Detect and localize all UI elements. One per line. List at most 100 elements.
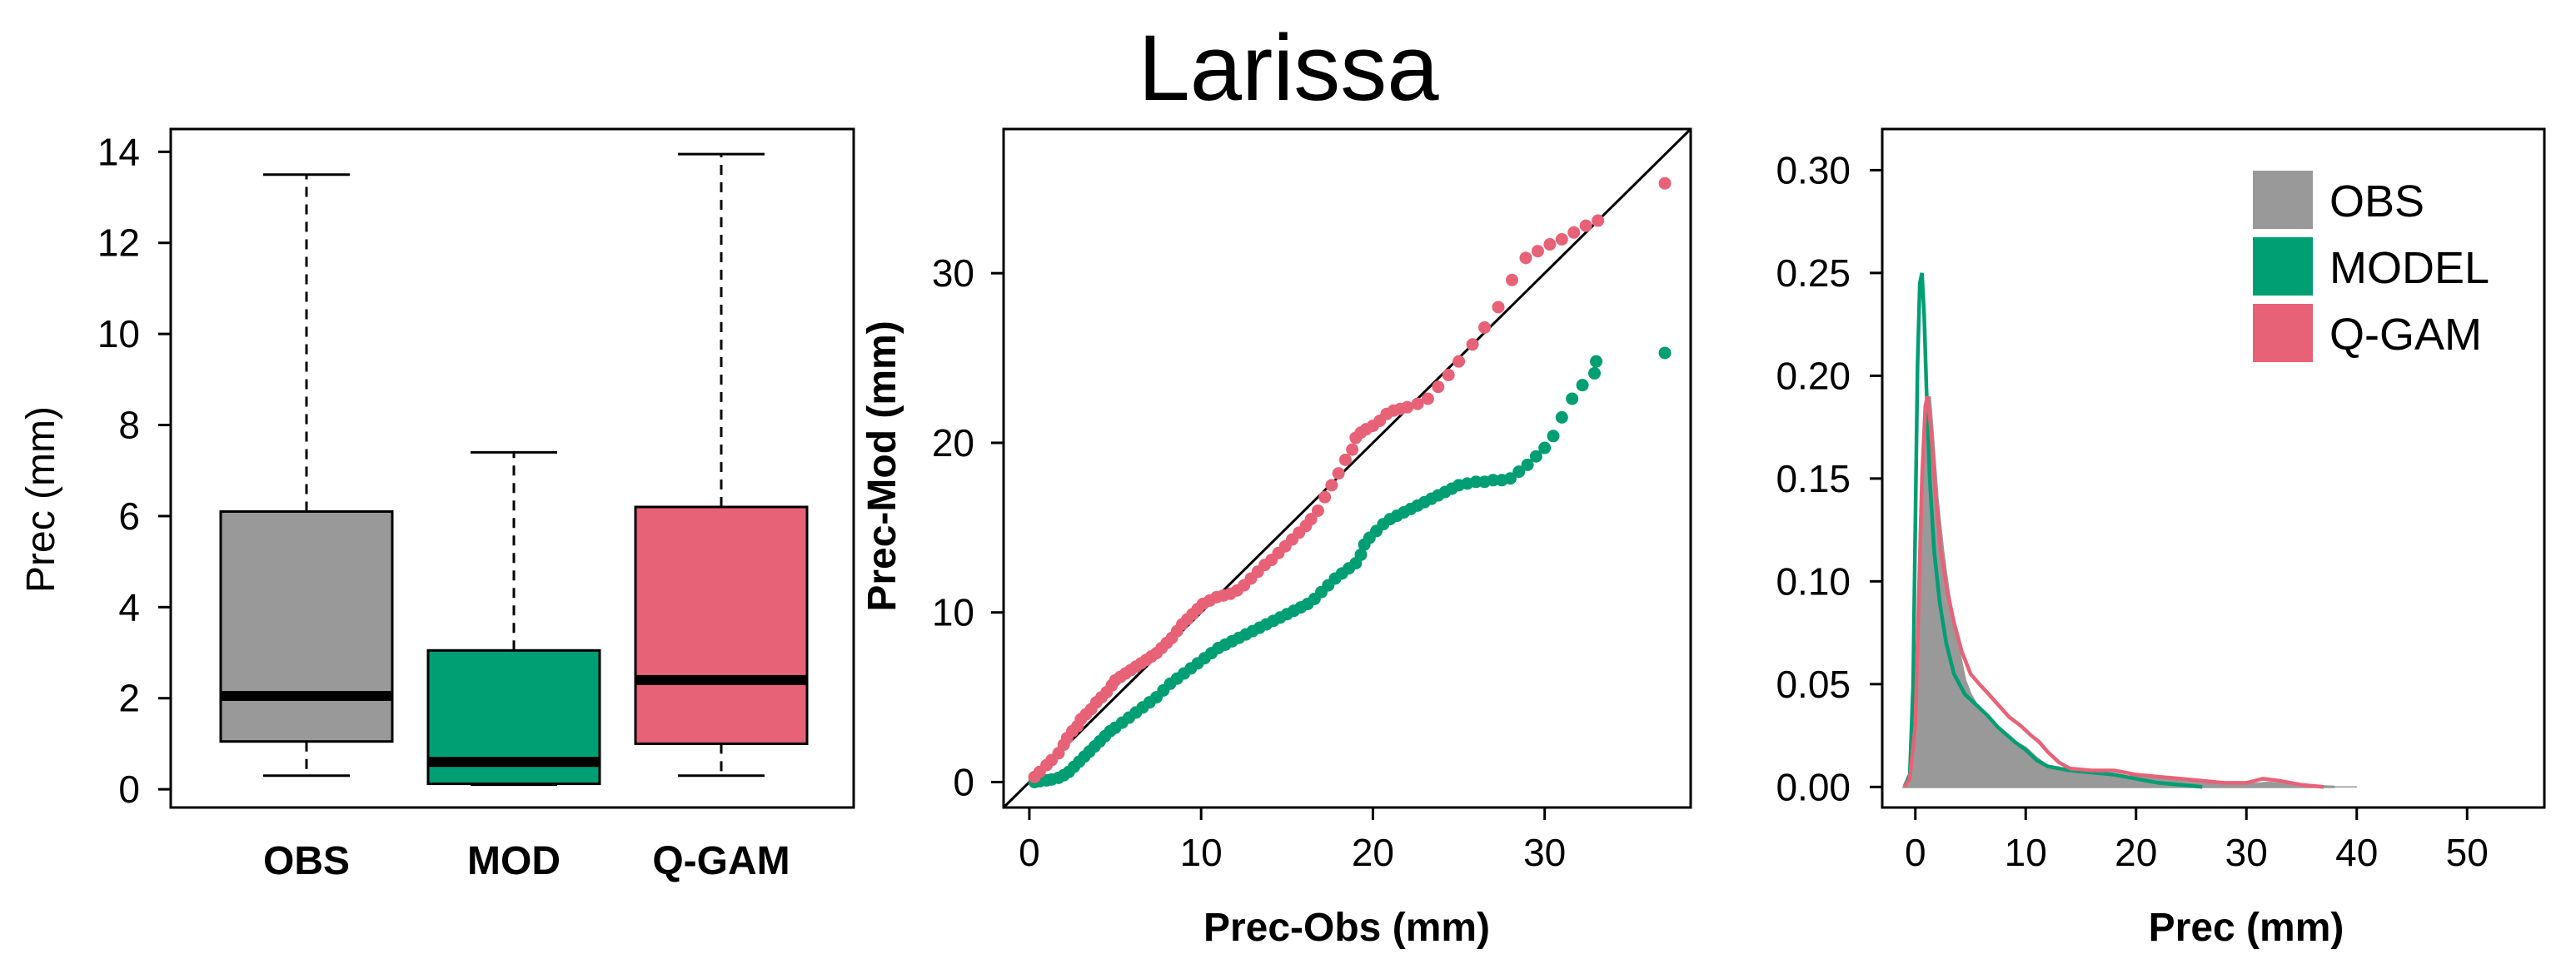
qq-point — [1566, 392, 1579, 405]
qq-point — [1658, 346, 1672, 360]
qq-point — [1325, 479, 1338, 492]
qq-point — [1478, 321, 1491, 334]
qq-point — [1311, 504, 1324, 517]
qq-point — [1521, 458, 1534, 471]
density-panel: 0.00 0.05 0.10 0.15 0.20 0.25 0.30 0 10 20 30 40 50… — [1776, 127, 2546, 950]
qq-point — [1590, 355, 1603, 368]
box-q-gam — [634, 505, 809, 745]
qq-panel: 0 10 20 30 0 10 20 30 Prec-Obs (mm) Prec-Mod (… — [860, 127, 1692, 950]
box-obs — [219, 509, 394, 743]
qq-point — [1432, 380, 1445, 394]
boxplot-y-tick-label: 8 — [118, 404, 140, 447]
boxplot-y-tick-label: 6 — [118, 494, 140, 538]
density-x-tick-label: 50 — [2446, 831, 2489, 874]
qq-point — [1469, 475, 1482, 489]
qq-point — [1658, 176, 1672, 190]
qq-point — [1318, 490, 1332, 504]
density-plot-area — [1901, 272, 2357, 789]
qq-reference-line — [1002, 127, 1692, 809]
legend-label: MODEL — [2329, 243, 2489, 293]
qq-x-tick-label: 20 — [1352, 831, 1394, 874]
boxplot-category-label: MOD — [467, 839, 561, 883]
qq-point — [1503, 472, 1517, 485]
legend-label: Q-GAM — [2329, 310, 2482, 360]
qq-point — [1421, 392, 1434, 405]
density-y-tick-label: 0.25 — [1776, 251, 1851, 295]
density-y-ticks: 0.00 0.05 0.10 0.15 0.20 0.25 0.30 — [1776, 148, 1882, 808]
density-frame — [1881, 127, 2546, 809]
qq-y-tick-label: 10 — [932, 591, 974, 634]
density-x-tick-label: 40 — [2335, 831, 2378, 874]
qq-point — [1442, 368, 1455, 381]
density-y-tick-label: 0.30 — [1776, 148, 1851, 191]
qq-series-q-gam — [1028, 176, 1672, 783]
density-y-tick-label: 0.10 — [1776, 559, 1851, 603]
boxplot-y-tick-label: 14 — [97, 130, 140, 173]
qq-point — [1529, 450, 1542, 463]
density-x-tick-label: 10 — [2005, 831, 2047, 874]
qq-point — [1531, 245, 1544, 258]
density-y-tick-label: 0.15 — [1776, 457, 1851, 500]
qq-point — [1332, 467, 1345, 480]
legend-swatch-model — [2253, 237, 2313, 296]
qq-plot-area — [1002, 127, 1692, 809]
qq-y-axis-label: Prec-Mod (mm) — [860, 321, 904, 611]
density-y-tick-label: 0.20 — [1776, 354, 1851, 397]
figure-title: Larissa — [1138, 16, 1439, 120]
legend-swatch-qgam — [2253, 304, 2313, 362]
qq-point — [1487, 474, 1500, 487]
boxplot-y-axis-label: Prec (mm) — [19, 406, 63, 593]
qq-point — [1567, 226, 1581, 239]
qq-point — [1579, 219, 1592, 232]
qq-point — [1401, 400, 1414, 414]
boxplot-category-label: Q-GAM — [652, 839, 790, 883]
qq-point — [1592, 214, 1605, 227]
qq-point — [1304, 513, 1318, 526]
density-x-tick-label: 30 — [2225, 831, 2268, 874]
density-y-tick-label: 0.00 — [1776, 765, 1851, 808]
qq-point — [1547, 430, 1560, 443]
density-line-model — [1902, 272, 2203, 789]
boxplot-panel: Prec (mm) 0 2 4 6 8 10 12 14 OBS MOD Q-GAM — [19, 127, 855, 883]
boxplot-y-ticks: 0 2 4 6 8 10 12 14 — [97, 130, 171, 811]
density-x-axis-label: Prec (mm) — [2149, 906, 2344, 950]
density-y-tick-label: 0.05 — [1776, 663, 1851, 706]
qq-y-tick-label: 20 — [932, 421, 974, 465]
qq-point — [1519, 251, 1532, 265]
qq-point — [1506, 273, 1518, 286]
qq-frame — [1002, 127, 1692, 809]
qq-point — [1354, 548, 1368, 561]
qq-point — [1576, 379, 1589, 392]
qq-x-tick-label: 30 — [1523, 831, 1566, 874]
density-x-tick-label: 0 — [1905, 831, 1926, 874]
density-x-ticks: 0 10 20 30 40 50 — [1905, 808, 2489, 874]
qq-y-ticks: 0 10 20 30 — [932, 251, 1004, 803]
boxplot-y-tick-label: 2 — [118, 677, 140, 720]
qq-series-model — [1028, 346, 1672, 788]
boxplot-category-label: OBS — [263, 839, 350, 883]
qq-x-tick-label: 0 — [1019, 831, 1040, 874]
qq-point — [1543, 238, 1557, 251]
qq-point — [1338, 453, 1352, 466]
qq-point — [1452, 355, 1466, 368]
density-x-tick-label: 20 — [2115, 831, 2157, 874]
density-line-qgam — [1902, 395, 2324, 789]
qq-y-tick-label: 30 — [932, 251, 974, 295]
qq-point — [1411, 397, 1424, 410]
qq-x-ticks: 0 10 20 30 — [1019, 808, 1566, 874]
density-legend: OBS MODEL Q-GAM — [2253, 171, 2489, 362]
qq-point — [1555, 232, 1568, 246]
boxplot-frame — [169, 127, 855, 809]
qq-y-tick-label: 0 — [953, 760, 974, 803]
boxplot-category-labels: OBS MOD Q-GAM — [263, 839, 790, 883]
qq-point — [1346, 443, 1359, 456]
boxplot-y-tick-label: 0 — [118, 768, 140, 811]
legend-swatch-obs — [2253, 171, 2313, 229]
qq-x-axis-label: Prec-Obs (mm) — [1203, 906, 1490, 950]
qq-point — [1555, 410, 1568, 424]
boxplot-boxes — [219, 152, 809, 787]
boxplot-y-tick-label: 12 — [97, 221, 140, 265]
legend-label: OBS — [2329, 176, 2424, 226]
boxplot-y-tick-label: 4 — [118, 585, 140, 629]
